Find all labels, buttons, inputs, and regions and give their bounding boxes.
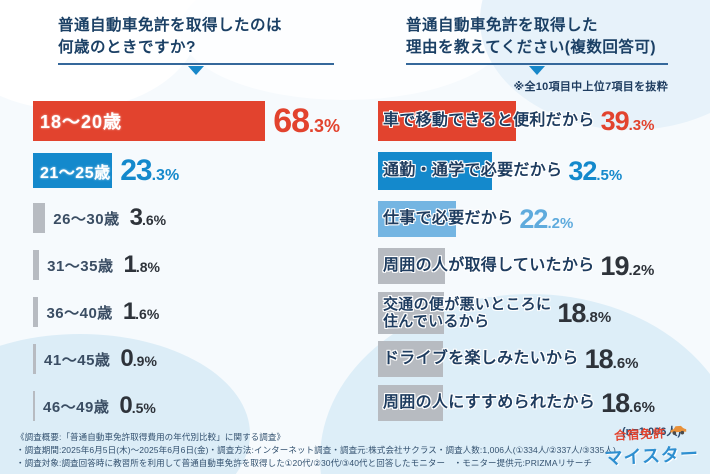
right-question-title: 普通自動車免許を取得した 理由を教えてください(複数回答可) ※全10項目中上位… [406, 15, 668, 94]
title-underline [58, 63, 334, 65]
pct-reason-1: 39.3% [600, 105, 655, 136]
bar-label: 21〜25歳 [40, 164, 111, 182]
left-title-line2: 何歳のときですか? [58, 39, 196, 56]
pct-26-30: 3.6% [129, 204, 167, 231]
logo-text-top: 合宿免許 [613, 425, 666, 443]
pct-reason-5: 18.8% [557, 297, 612, 328]
reason-label: 周囲の人が取得していたから [383, 256, 595, 274]
bar-reason-7 [378, 385, 444, 421]
right-title-line1: 普通自動車免許を取得した [406, 17, 599, 34]
age-chart: 18〜20歳 68.3% 21〜25歳 23.3% 26〜30歳 3.6% 31… [33, 101, 368, 437]
age-label: 36〜40歳 [46, 304, 113, 322]
pct-46-49: 0.5% [119, 392, 156, 419]
reason-row-5: 交通の便が悪いところに 住んでいるから 18.8% [378, 292, 703, 334]
pct-21-25: 23.3% [120, 153, 180, 187]
bar-reason-1 [378, 101, 516, 141]
bar-36-40 [33, 297, 39, 327]
left-question-title: 普通自動車免許を取得したのは 何歳のときですか? [58, 15, 334, 75]
pct-31-35: 1.8% [123, 251, 160, 278]
bar-reason-4 [378, 248, 446, 284]
bar-reason-3 [378, 201, 456, 237]
age-row-26-30: 26〜30歳 3.6% [33, 202, 368, 234]
reason-row-6: ドライブを楽しみたいから 18.6% [378, 341, 703, 377]
title-underline [406, 63, 668, 65]
bar-31-35 [33, 250, 40, 280]
age-row-18-20: 18〜20歳 68.3% [33, 101, 368, 141]
pct-reason-6: 18.6% [584, 343, 639, 374]
bar-21-25: 21〜25歳 [33, 153, 113, 188]
car-icon [668, 422, 687, 441]
right-title-line2: 理由を教えてください(複数回答可) [406, 39, 657, 56]
survey-target: ・調査対象:調査回答時に教習所を利用して普通自動車免許を取得した①20代/②30… [16, 458, 593, 469]
pct-41-45: 0.9% [120, 345, 157, 372]
age-row-46-49: 46〜49歳 0.5% [33, 390, 368, 422]
reason-label: 通勤・通学で必要だから [383, 161, 563, 179]
reason-label: 仕事で必要だから [383, 209, 514, 227]
pct-36-40: 1.6% [122, 298, 160, 325]
pct-reason-4: 19.2% [600, 250, 655, 281]
reason-label: 交通の便が悪いところに 住んでいるから [383, 295, 552, 330]
sample-size-note: (n=1,006人) [622, 426, 681, 438]
bar-reason-5 [378, 292, 444, 334]
age-row-21-25: 21〜25歳 23.3% [33, 153, 368, 188]
age-row-41-45: 41〜45歳 0.9% [33, 343, 368, 375]
age-label: 46〜49歳 [43, 398, 110, 416]
reason-label: 車で移動できると便利だから [383, 111, 595, 129]
reason-row-7: 周囲の人にすすめられたから 18.6% [378, 385, 703, 421]
bar-46-49 [33, 391, 35, 421]
triangle-down-icon [188, 66, 204, 75]
pct-reason-7: 18.6% [601, 387, 655, 418]
age-row-31-35: 31〜35歳 1.8% [33, 249, 368, 281]
reason-label: 周囲の人にすすめられたから [383, 393, 596, 411]
bar-reason-6 [378, 341, 444, 377]
bar-reason-2 [378, 152, 492, 190]
top7-note: ※全10項目中上位7項目を抜粋 [513, 81, 668, 93]
survey-period: ・調査期間:2025年6月5日(木)〜2025年6月6日(金)・調査方法:インタ… [16, 445, 616, 456]
bar-18-20: 18〜20歳 [33, 101, 266, 141]
bar-label: 18〜20歳 [40, 112, 123, 132]
survey-overview: 《調査概要:「普通自動車免許取得費用の年代別比較」に関する調査》 [16, 432, 286, 442]
pct-reason-3: 22.2% [519, 203, 574, 234]
pct-reason-2: 32.5% [568, 155, 623, 186]
age-row-36-40: 36〜40歳 1.6% [33, 296, 368, 328]
survey-details: 《調査概要:「普通自動車免許取得費用の年代別比較」に関する調査》 ・調査期間:2… [16, 431, 616, 471]
reason-row-1: 車で移動できると便利だから 39.3% [378, 101, 703, 141]
left-title-line1: 普通自動車免許を取得したのは [58, 17, 283, 34]
triangle-down-icon [529, 66, 545, 75]
bar-26-30 [33, 203, 46, 233]
reason-label: ドライブを楽しみたいから [383, 349, 579, 367]
age-label: 26〜30歳 [53, 210, 120, 228]
age-label: 41〜45歳 [44, 351, 111, 369]
reason-row-2: 通勤・通学で必要だから 32.5% [378, 152, 703, 190]
bar-41-45 [33, 344, 37, 374]
reason-row-4: 周囲の人が取得していたから 19.2% [378, 248, 703, 284]
gasshuku-menkyo-meister-logo: 合宿免許 マイスター [602, 422, 699, 471]
pct-18-20: 68.3% [273, 101, 341, 140]
age-label: 31〜35歳 [47, 257, 114, 275]
reason-row-3: 仕事で必要だから 22.2% [378, 201, 703, 237]
reason-chart: 車で移動できると便利だから 39.3% 通勤・通学で必要だから 32.5% 仕事… [378, 101, 703, 439]
logo-text-bottom: マイスター [603, 443, 699, 469]
